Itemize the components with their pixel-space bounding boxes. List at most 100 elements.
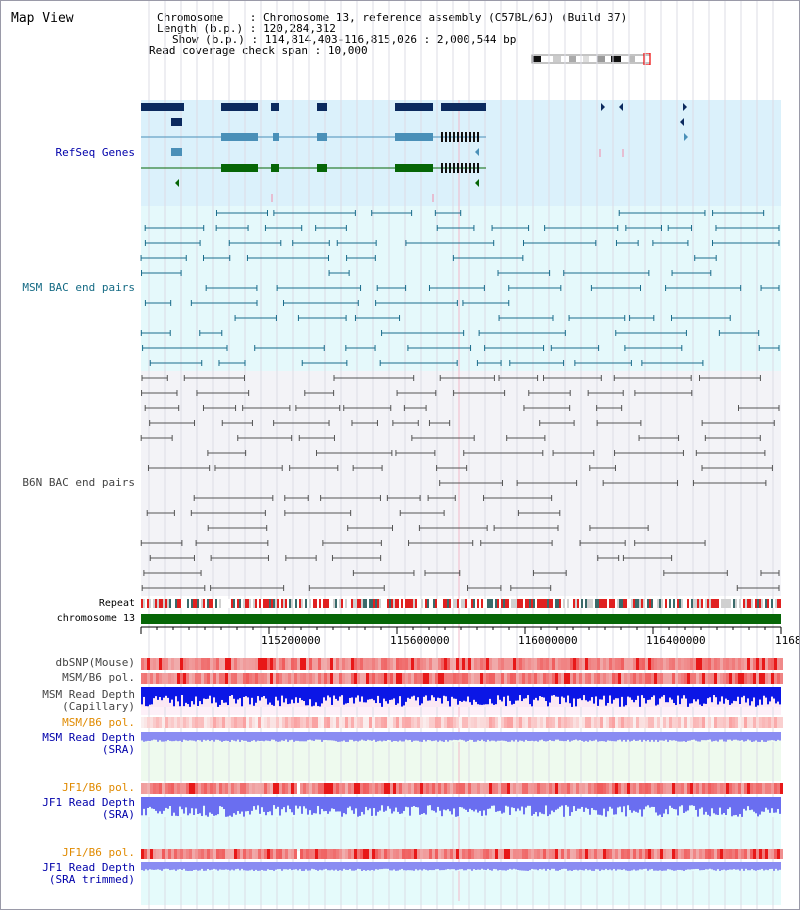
depth-bin [517, 797, 519, 809]
chromosome-bar[interactable] [141, 614, 781, 624]
depth-bin [381, 732, 383, 742]
heat-bin [222, 783, 225, 794]
heat-bin [165, 717, 168, 728]
depth-bin [147, 797, 149, 809]
depth-bin [759, 732, 761, 742]
depth-bin [319, 687, 321, 707]
depth-bin [549, 862, 551, 871]
heat-bin [207, 658, 210, 670]
depth-bin [369, 797, 371, 809]
depth-bin [465, 732, 467, 742]
depth-bin [675, 797, 677, 810]
depth-bin [351, 797, 353, 811]
heat-bin [273, 717, 276, 728]
depth-bin [667, 687, 669, 703]
depth-bin [547, 862, 549, 869]
depth-bin [773, 732, 775, 741]
depth-bin [277, 732, 279, 742]
heat-bin [171, 673, 174, 684]
depth-bin [557, 862, 559, 871]
heat-bin [657, 849, 660, 859]
depth-bin [537, 687, 539, 701]
heat-bin [423, 783, 426, 794]
depth-bin [147, 687, 149, 707]
heat-bin [699, 717, 702, 728]
depth-bin [225, 732, 227, 741]
repeat-bin [333, 599, 335, 608]
depth-bin [221, 862, 223, 870]
heat-bin [606, 849, 609, 859]
heat-bin [171, 783, 174, 794]
gene-exon [141, 103, 184, 111]
heat-bin [615, 658, 618, 670]
msm-bac-features[interactable] [140, 210, 780, 366]
repeat-bin [777, 599, 779, 608]
depth-bin [455, 862, 457, 871]
heat-bin [552, 658, 555, 670]
depth-bin [657, 862, 659, 871]
depth-bin [719, 687, 721, 702]
depth-bin [295, 797, 297, 806]
heat-bin [447, 673, 450, 684]
depth-bin [207, 862, 209, 870]
heat-bin [195, 717, 198, 728]
depth-bin [171, 687, 173, 700]
heat-bin [711, 717, 714, 728]
repeat-bin [441, 599, 443, 608]
heat-bin [612, 849, 615, 859]
heat-bin [768, 673, 771, 684]
depth-bin [659, 862, 661, 871]
depth-bin [173, 797, 175, 813]
gene-exon-dark [473, 132, 475, 142]
depth-bin [299, 797, 301, 807]
heat-bin [480, 849, 483, 859]
depth-bin [763, 732, 765, 742]
depth-bin [315, 732, 317, 740]
depth-bin [499, 732, 501, 741]
depth-bin [281, 732, 283, 741]
heat-bin [276, 849, 279, 859]
depth-bin [643, 687, 645, 699]
heat-bin [720, 783, 723, 794]
heat-bin [615, 673, 618, 684]
repeat-bin [655, 599, 657, 608]
depth-bin [169, 862, 171, 871]
depth-bin [677, 732, 679, 742]
heat-bin [636, 658, 639, 670]
depth-bin [663, 862, 665, 871]
heat-bin [573, 658, 576, 670]
repeat-bin [341, 599, 343, 608]
heat-bin [246, 849, 249, 859]
depth-bin [221, 687, 223, 700]
chromosome-ideogram[interactable] [531, 53, 655, 65]
depth-bin [213, 687, 215, 698]
heat-bin [417, 849, 420, 859]
refseq-gene-features[interactable] [141, 103, 688, 202]
depth-bin [689, 687, 691, 704]
depth-bin [171, 797, 173, 816]
heat-bin [243, 673, 246, 684]
depth-bin [429, 687, 431, 701]
depth-bin [289, 732, 291, 741]
depth-bin [291, 797, 293, 813]
depth-bin [521, 732, 523, 741]
depth-bin [655, 862, 657, 871]
depth-bin [539, 797, 541, 813]
heat-bin [651, 658, 654, 670]
depth-bin [769, 862, 771, 870]
heat-bin [645, 849, 648, 859]
depth-bin [297, 732, 299, 741]
depth-bin [607, 687, 609, 704]
heat-bin [546, 658, 549, 670]
depth-bin [257, 687, 259, 697]
heat-bin [555, 783, 558, 794]
depth-bin [195, 797, 197, 809]
depth-bin [545, 862, 547, 871]
heat-bin [663, 849, 666, 859]
gene-exon [271, 164, 279, 172]
repeat-bin [607, 599, 609, 608]
b6n-bac-features[interactable] [140, 375, 780, 591]
depth-bin [501, 862, 503, 871]
heat-bin [621, 673, 624, 684]
